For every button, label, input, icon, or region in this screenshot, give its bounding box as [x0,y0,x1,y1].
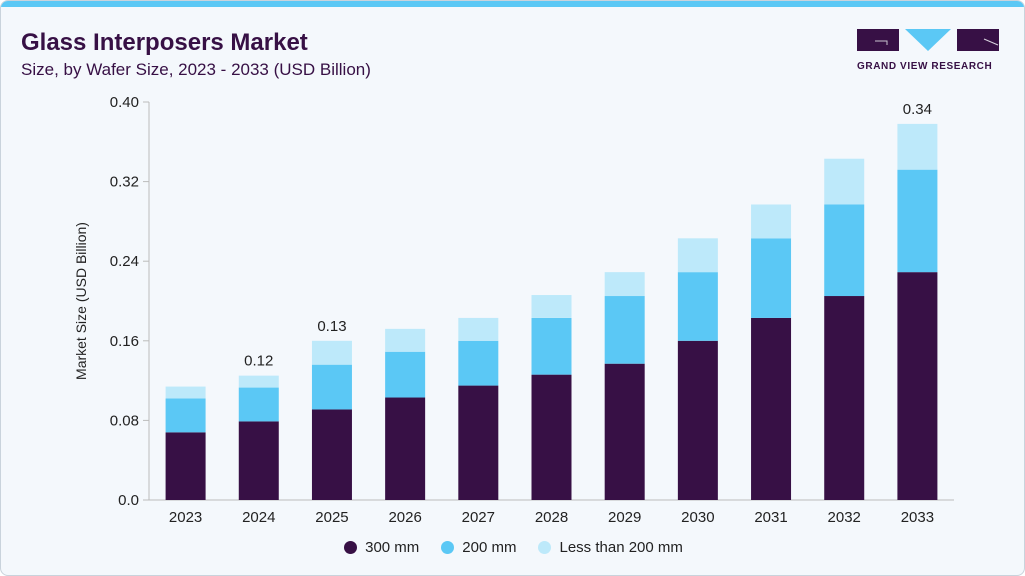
legend-label: Less than 200 mm [559,539,683,556]
x-tick-label: 2024 [242,509,275,526]
legend-item: 300 mm [344,539,419,556]
bar-segment-2026-0 [385,397,426,500]
bar-segment-2030-2 [677,238,718,273]
y-tick-label: 0.16 [110,333,139,350]
legend-item: 200 mm [441,539,516,556]
x-tick-label: 2029 [608,509,641,526]
bar-segment-2026-1 [385,351,426,398]
bar-segment-2033-1 [897,169,938,273]
x-tick-label: 2028 [535,509,568,526]
x-tick-label: 2027 [462,509,495,526]
logo-text: GRAND VIEW RESEARCH [857,61,993,72]
y-tick-label: 0.0 [118,492,139,509]
bar-segment-2027-2 [458,317,499,341]
y-tick-label: 0.40 [110,94,139,111]
bar-segment-2023-1 [165,398,206,433]
legend-swatch-icon [441,541,455,554]
grand-view-research-logo: GRAND VIEW RESEARCH [857,29,999,72]
logo-mark-icon [857,29,999,51]
bar-segment-2026-2 [385,328,426,352]
bar-segment-2030-0 [677,340,718,500]
bar-segment-2032-0 [824,296,865,500]
bar-segment-2023-2 [165,386,206,399]
bar-segment-2033-0 [897,272,938,500]
data-label: 0.13 [317,318,346,335]
bar-segment-2024-1 [238,387,279,422]
y-tick-label: 0.08 [110,412,139,429]
data-label: 0.12 [244,353,273,370]
bar-segment-2028-1 [531,317,572,375]
bar-segment-2031-0 [751,317,792,500]
bar-segment-2031-2 [751,204,792,239]
bar-segment-2027-0 [458,385,499,500]
legend-item: Less than 200 mm [538,539,683,556]
bar-segment-2024-2 [238,375,279,388]
x-tick-label: 2023 [169,509,202,526]
bar-segment-2033-2 [897,123,938,170]
bar-segment-2029-1 [604,296,645,364]
x-tick-label: 2033 [901,509,934,526]
legend-label: 300 mm [365,539,420,556]
x-tick-label: 2031 [754,509,787,526]
x-tick-label: 2032 [828,509,861,526]
bar-segment-2032-2 [824,158,865,205]
legend-swatch-icon [538,541,552,554]
bar-segment-2023-0 [165,432,206,500]
bar-segment-2031-1 [751,238,792,318]
bar-segment-2028-0 [531,374,572,500]
chart-subtitle: Size, by Wafer Size, 2023 - 2033 (USD Bi… [21,60,371,79]
bar-segment-2025-1 [311,364,352,410]
bar-segment-2029-0 [604,363,645,500]
bar-segment-2024-0 [238,421,279,500]
accent-bar [1,1,1024,7]
bar-segment-2025-0 [311,409,352,500]
chart-title: Glass Interposers Market [21,29,308,56]
bar-segment-2028-2 [531,295,572,318]
legend-swatch-icon [344,541,358,554]
legend-label: 200 mm [462,539,517,556]
y-axis-label: Market Size (USD Billion) [73,222,89,380]
x-tick-label: 2025 [315,509,348,526]
bar-segment-2029-2 [604,272,645,297]
x-tick-label: 2030 [681,509,714,526]
y-tick-label: 0.24 [110,253,139,270]
bar-segment-2025-2 [311,340,352,365]
legend: 300 mm 200 mm Less than 200 mm [1,539,1024,556]
x-tick-label: 2026 [388,509,421,526]
y-tick-label: 0.32 [110,174,139,191]
bar-segment-2030-1 [677,272,718,341]
data-label: 0.34 [903,101,932,118]
bar-segment-2027-1 [458,340,499,386]
bar-segment-2032-1 [824,204,865,297]
